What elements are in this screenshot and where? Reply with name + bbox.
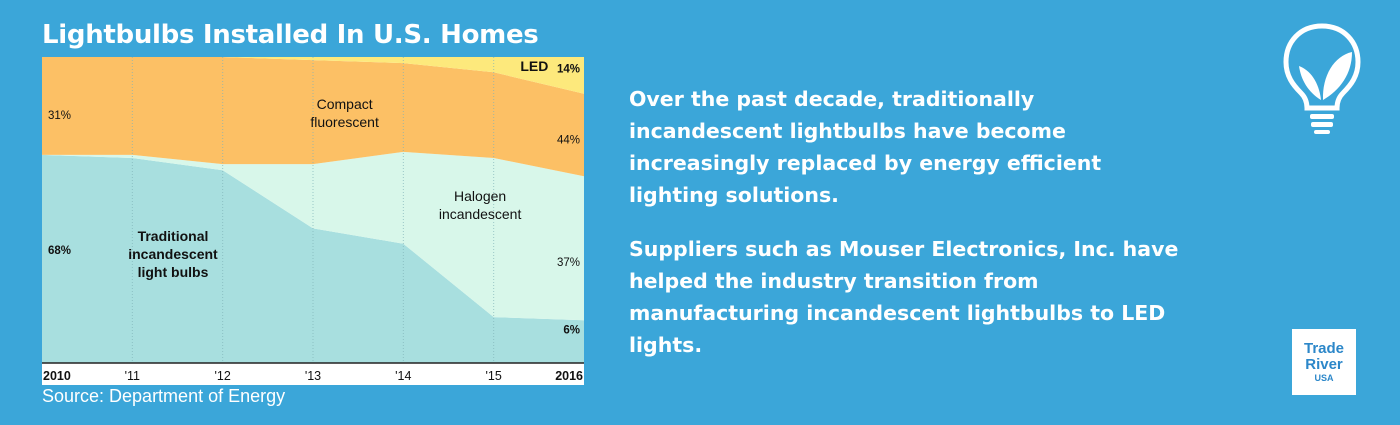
trade-river-logo: Trade River USA (1292, 329, 1356, 395)
paragraph-2: Suppliers such as Mouser Electronics, In… (629, 237, 1179, 357)
series-label-halogen: Halogen incandescent (439, 188, 522, 222)
value-label-incandescent-start: 68% (48, 245, 71, 257)
value-label-cfl-start: 31% (48, 110, 71, 122)
value-label-led-end: 14% (557, 64, 580, 76)
series-label-led: LED (520, 58, 548, 74)
x-tick-label: '11 (125, 369, 140, 383)
value-label-incandescent-end: 6% (563, 324, 580, 336)
source-note: Source: Department of Energy (42, 386, 286, 406)
x-tick-label: '14 (395, 369, 411, 383)
chart-title: Lightbulbs Installed In U.S. Homes (42, 20, 539, 50)
x-tick-label: '12 (215, 369, 231, 383)
brand-line-3: USA (1314, 373, 1334, 383)
brand-line-1: Trade (1303, 340, 1345, 357)
series-label-incandescent: Traditional incandescent light bulbs (128, 228, 218, 280)
lightbulb-leaf-icon (1283, 23, 1361, 134)
x-tick-label: 2010 (43, 369, 71, 383)
area-halogen (42, 151, 584, 321)
area-cfl (42, 57, 584, 177)
value-label-halogen-end: 37% (557, 257, 580, 269)
area-led (42, 57, 584, 94)
x-tick-label: '15 (486, 369, 502, 383)
series-label-cfl: Compact fluorescent (310, 96, 379, 130)
paragraph-1: Over the past decade, traditionally inca… (629, 87, 1102, 207)
value-label-cfl-end: 44% (557, 135, 580, 147)
brand-line-2: River (1305, 356, 1343, 373)
x-tick-label: 2016 (555, 369, 583, 383)
area-chart: Traditional incandescent light bulbs Haloge… (42, 57, 584, 385)
description-text: Over the past decade, traditionally inca… (629, 83, 1189, 383)
x-tick-label: '13 (305, 369, 321, 383)
